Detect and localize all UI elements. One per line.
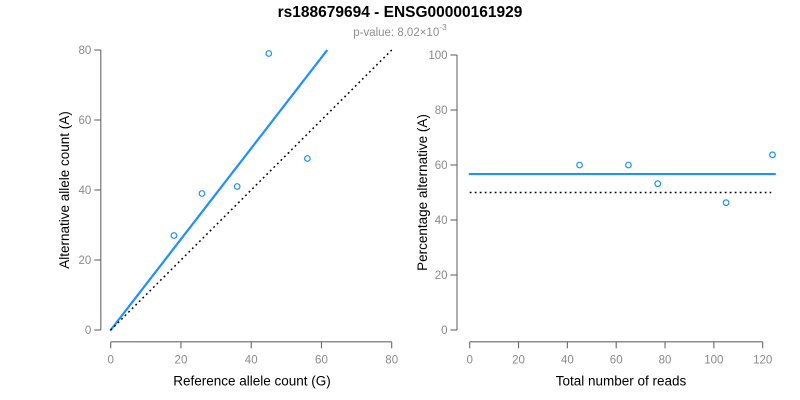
data-point	[198, 190, 206, 197]
p-value-exponent: -3	[439, 22, 447, 32]
data-points	[576, 151, 776, 207]
identity-line	[110, 49, 393, 331]
p-value-subtitle: p-value: 8.02×10-3	[0, 22, 800, 39]
data-point	[769, 151, 776, 159]
x-axis	[110, 341, 393, 349]
x-tick-label: 20	[175, 354, 188, 366]
x-axis-title: Reference allele count (G)	[173, 374, 331, 389]
percentage-panel: 0 20 40 60 80 100 120 0 20 40 60 80 100 Total number …	[415, 50, 777, 389]
x-axis	[469, 341, 764, 349]
y-tick-label: 40	[79, 185, 92, 197]
y-tick-label: 80	[79, 45, 92, 57]
y-axis	[94, 49, 102, 331]
y-axis-title: Alternative allele count (A)	[57, 111, 72, 269]
data-point	[625, 161, 632, 169]
data-points	[170, 50, 311, 239]
x-tick-label: 20	[512, 354, 525, 366]
y-tick-label: 40	[435, 215, 448, 227]
x-tick-label: 40	[245, 354, 258, 366]
fit-line	[109, 49, 328, 332]
x-axis-title: Total number of reads	[556, 374, 687, 389]
y-tick-label: 0	[85, 325, 91, 337]
data-point	[170, 232, 178, 239]
x-tick-label: 60	[315, 354, 328, 366]
y-tick-label: 80	[435, 105, 448, 117]
x-tick-label: 80	[659, 354, 672, 366]
allele-counts-panel: 0 20 40 60 80 0 20 40 60 80 Reference allele count…	[57, 45, 398, 389]
x-tick-label: 100	[704, 354, 723, 366]
y-tick-label: 60	[435, 160, 448, 172]
y-tick-label: 20	[435, 270, 448, 282]
p-value-text: p-value: 8.02×10	[353, 26, 440, 39]
data-point	[233, 183, 241, 190]
y-tick-label: 60	[79, 115, 92, 127]
data-point	[654, 180, 662, 188]
x-tick-label: 80	[385, 354, 398, 366]
data-point	[304, 155, 311, 162]
page-title: rs188679694 - ENSG00000161929	[277, 4, 523, 21]
y-tick-label: 20	[79, 255, 92, 267]
data-point	[576, 161, 583, 169]
data-point	[265, 50, 273, 57]
x-tick-label: 0	[466, 354, 472, 366]
y-tick-label: 100	[428, 50, 447, 62]
x-tick-label: 40	[561, 354, 574, 366]
y-axis	[450, 54, 458, 331]
y-tick-label: 0	[441, 325, 447, 337]
data-point	[722, 199, 730, 207]
x-tick-label: 120	[753, 354, 772, 366]
y-axis-title: Percentage alternative (A)	[415, 114, 430, 271]
x-tick-label: 60	[610, 354, 623, 366]
x-tick-label: 0	[107, 354, 113, 366]
